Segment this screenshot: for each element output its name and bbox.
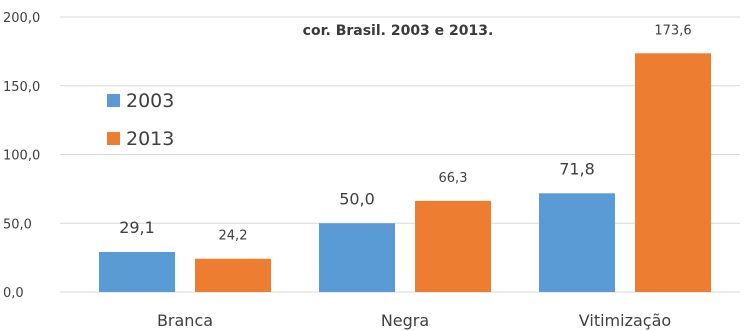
legend-label: 2003 bbox=[126, 90, 174, 112]
x-axis-categories: Branca Negra Vitimização bbox=[157, 311, 671, 330]
bar-2003-branca bbox=[99, 251, 175, 292]
y-tick-label: 100,0 bbox=[3, 149, 40, 164]
x-category-label: Negra bbox=[381, 311, 429, 330]
legend-swatch-2013 bbox=[107, 132, 120, 145]
bar-2003-vitimização bbox=[539, 193, 615, 292]
data-label: 173,6 bbox=[654, 23, 691, 38]
y-tick-label: 150,0 bbox=[3, 80, 40, 95]
x-category-label: Branca bbox=[157, 311, 213, 330]
data-label: 71,8 bbox=[559, 159, 595, 178]
legend-label: 2013 bbox=[126, 128, 174, 150]
data-label: 29,1 bbox=[119, 218, 155, 237]
data-label: 24,2 bbox=[219, 229, 248, 244]
x-category-label: Vitimização bbox=[579, 311, 671, 330]
legend-swatch-2003 bbox=[107, 94, 120, 107]
data-label: 50,0 bbox=[339, 189, 375, 208]
bar-2013-negra bbox=[415, 200, 491, 292]
y-axis-ticks: 0,0 50,0 100,0 150,0 200,0 bbox=[3, 11, 40, 301]
bars bbox=[99, 53, 711, 292]
bar-2013-branca bbox=[195, 258, 271, 292]
y-tick-label: 0,0 bbox=[3, 286, 24, 301]
bar-2003-negra bbox=[319, 223, 395, 292]
gridlines bbox=[60, 16, 740, 293]
y-tick-label: 200,0 bbox=[3, 11, 40, 26]
data-labels: 29,1 50,0 71,8 24,2 66,3 173,6 bbox=[119, 23, 691, 243]
data-label: 66,3 bbox=[439, 171, 468, 186]
y-tick-label: 50,0 bbox=[3, 217, 32, 232]
chart-title: cor. Brasil. 2003 e 2013. bbox=[303, 23, 494, 39]
bar-2013-vitimização bbox=[635, 53, 711, 292]
legend: 2003 2013 bbox=[107, 90, 174, 150]
